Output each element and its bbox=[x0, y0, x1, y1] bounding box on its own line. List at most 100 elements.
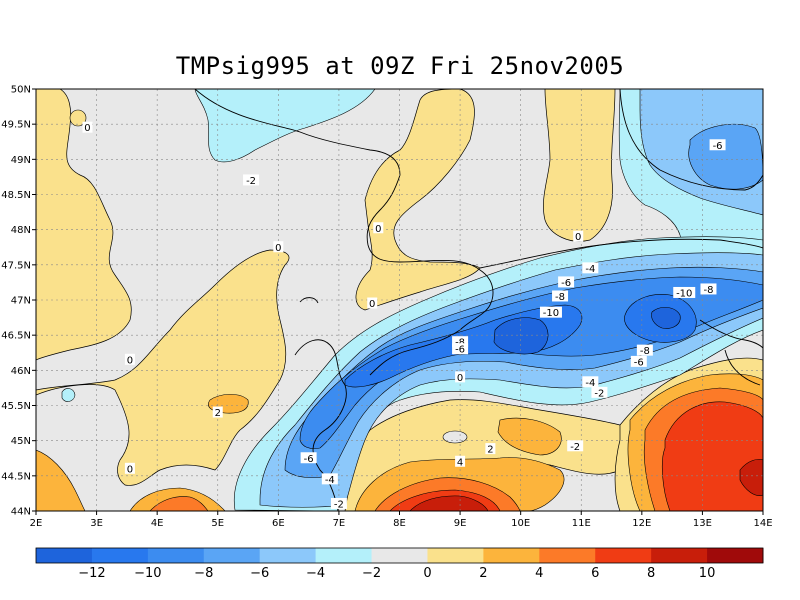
x-tick-label: 4E bbox=[151, 518, 164, 529]
x-tick-label: 11E bbox=[572, 518, 591, 529]
contour-label: 0 bbox=[457, 373, 463, 384]
x-tick-label: 3E bbox=[90, 518, 103, 529]
contour-label: -2 bbox=[570, 442, 580, 453]
contour-label: 0 bbox=[575, 232, 581, 243]
contour-label: -8 bbox=[640, 346, 650, 357]
contour-label-bg bbox=[700, 283, 717, 295]
colorbar-label: −4 bbox=[306, 566, 325, 581]
contour-label: -6 bbox=[455, 345, 465, 356]
contour-label: -2 bbox=[594, 388, 604, 399]
x-tick-label: 2E bbox=[30, 518, 43, 529]
y-tick-label: 48.5N bbox=[1, 190, 31, 201]
contour-label: 0 bbox=[369, 299, 375, 310]
contour-label-bg bbox=[539, 306, 562, 318]
colorbar-label: −10 bbox=[134, 566, 161, 581]
y-tick-label: 45.5N bbox=[1, 401, 31, 412]
contour-label: -10 bbox=[676, 288, 692, 299]
contour-label: -4 bbox=[585, 264, 595, 275]
colorbar-label: 0 bbox=[423, 566, 431, 581]
contour-label: -6 bbox=[713, 141, 723, 152]
colorbar-swatch bbox=[147, 548, 205, 563]
contour-label-bg bbox=[455, 455, 466, 467]
contour-label: 2 bbox=[215, 408, 221, 419]
region-minus2-islet-south bbox=[442, 430, 468, 444]
contour-label: -4 bbox=[585, 378, 595, 389]
y-tick-label: 46N bbox=[11, 366, 31, 377]
contour-label-bg bbox=[124, 353, 135, 365]
region-8-to-10-east bbox=[739, 459, 763, 496]
region-minus12-core bbox=[493, 317, 549, 355]
contour-label: 0 bbox=[375, 224, 381, 235]
contour-label-bg bbox=[567, 440, 584, 452]
region-0-islet-northwest bbox=[69, 109, 87, 127]
contour-label: -6 bbox=[304, 454, 314, 465]
region-4-to-6-sw bbox=[149, 496, 209, 511]
contour-label: -8 bbox=[703, 285, 713, 296]
colorbar-label: −2 bbox=[362, 566, 381, 581]
colorbar-swatch bbox=[259, 548, 317, 563]
contour-label-bg bbox=[373, 222, 384, 234]
region-2-to-4-southwest bbox=[36, 449, 86, 511]
contour-label-bg bbox=[452, 343, 469, 355]
contour-label-bg bbox=[124, 462, 135, 474]
colorbar-label: −12 bbox=[78, 566, 105, 581]
colorbar-label: −8 bbox=[194, 566, 213, 581]
contour-label: -2 bbox=[246, 176, 256, 187]
y-tick-label: 46.5N bbox=[1, 331, 31, 342]
y-tick-label: 48N bbox=[11, 225, 31, 236]
y-tick-label: 50N bbox=[11, 85, 31, 96]
contour-label-bg bbox=[212, 406, 223, 418]
colorbar-label: 6 bbox=[591, 566, 599, 581]
y-tick-label: 44N bbox=[11, 507, 31, 518]
contour-label-bg bbox=[455, 371, 466, 383]
colorbar-swatch bbox=[539, 548, 596, 563]
x-tick-label: 10E bbox=[511, 518, 530, 529]
contour-label: 0 bbox=[127, 464, 133, 475]
contour-label: -8 bbox=[555, 292, 565, 303]
contour-label-bg bbox=[552, 290, 569, 302]
contour-label-bg bbox=[243, 174, 260, 186]
region-8-to-10-south bbox=[409, 495, 489, 511]
contour-label-bg bbox=[485, 443, 496, 455]
colorbar-swatch bbox=[315, 548, 373, 563]
contour-label-bg bbox=[591, 386, 608, 398]
colorbar-swatch bbox=[36, 548, 93, 563]
region-6-to-8-east bbox=[661, 401, 763, 511]
x-tick-label: 14E bbox=[753, 518, 772, 529]
x-axis-ticks: 2E 3E 4E 5E 6E 7E 8E 9E 10E 11E 12E 13E 14E bbox=[30, 511, 773, 529]
contour-label-bg bbox=[300, 452, 317, 464]
y-tick-label: 45N bbox=[11, 436, 31, 447]
contour-label-bg bbox=[330, 497, 347, 509]
contour-label: -10 bbox=[543, 308, 559, 319]
contour-label: -6 bbox=[561, 278, 571, 289]
contour-label-bg bbox=[582, 262, 599, 274]
contour-label: 0 bbox=[275, 243, 281, 254]
contour-label: -4 bbox=[325, 475, 335, 486]
region-0-to-2-north bbox=[355, 89, 481, 311]
contour-label: 0 bbox=[84, 123, 90, 134]
contour-label-bg bbox=[321, 473, 338, 485]
region-2-to-4-south2 bbox=[497, 417, 562, 456]
x-tick-label: 9E bbox=[454, 518, 467, 529]
contour-label: 0 bbox=[127, 355, 133, 366]
contour-label: -6 bbox=[634, 357, 644, 368]
region-0-to-2-southwest bbox=[36, 249, 290, 486]
x-tick-label: 12E bbox=[632, 518, 651, 529]
region-minus12-east-core bbox=[651, 307, 681, 329]
contour-label-bg bbox=[273, 241, 284, 253]
contour-label: 2 bbox=[487, 445, 493, 456]
colorbar-swatch bbox=[427, 548, 484, 563]
contour-label-bg bbox=[636, 344, 653, 356]
colorbar-swatch bbox=[371, 548, 428, 563]
colorbar-label: −6 bbox=[250, 566, 269, 581]
colorbar-swatch bbox=[595, 548, 652, 563]
region-minus2-to-0-islet bbox=[61, 388, 76, 402]
y-tick-label: 47.5N bbox=[1, 260, 31, 271]
contour-label-bg bbox=[573, 230, 584, 242]
y-axis-ticks: 44N 44.5N 45N 45.5N 46N 46.5N 47N 47.5N 48N 48.5N… bbox=[1, 85, 36, 518]
colorbar-label: 8 bbox=[647, 566, 655, 581]
contour-label-bg bbox=[582, 376, 599, 388]
region-minus2-to-0-north bbox=[194, 89, 376, 163]
contour-label: -8 bbox=[455, 338, 465, 349]
colorbar-swatch bbox=[707, 548, 764, 563]
